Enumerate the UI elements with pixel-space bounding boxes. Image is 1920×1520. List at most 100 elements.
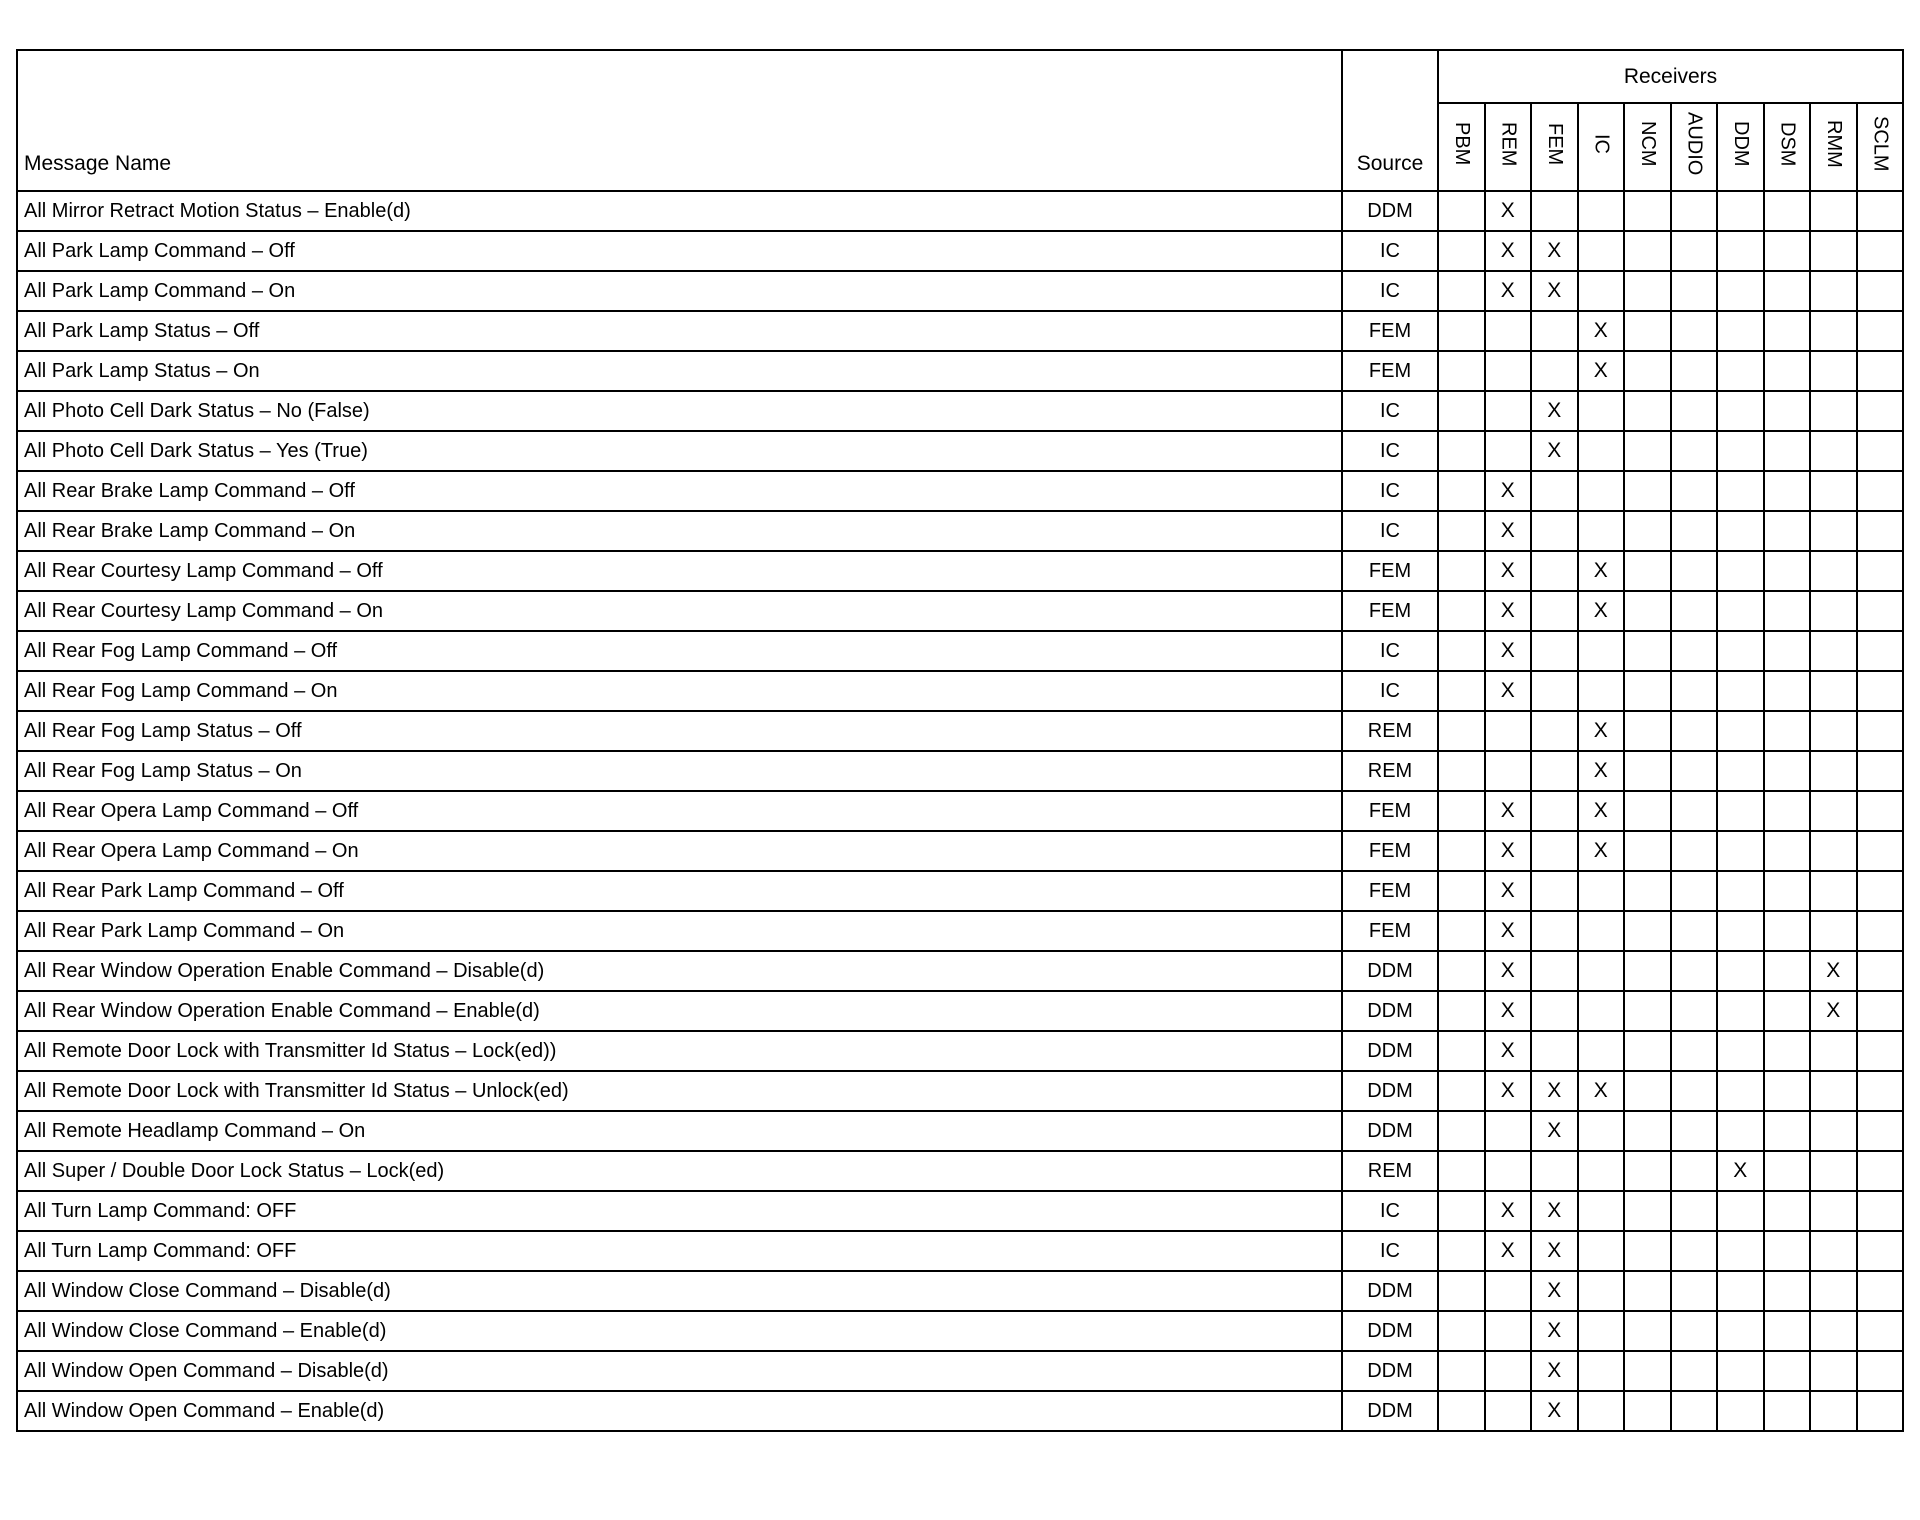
table-row: All Rear Park Lamp Command – On FEM X — [16, 910, 1904, 952]
receiver-cell-sclm — [1855, 310, 1904, 352]
receiver-cell-fem — [1530, 550, 1579, 592]
receiver-cell-ic — [1576, 1190, 1625, 1232]
receiver-cell-ddm — [1716, 470, 1765, 512]
receiver-cell-audio — [1669, 1110, 1718, 1152]
receiver-cell-audio — [1669, 1150, 1718, 1192]
message-name-cell: All Rear Window Operation Enable Command… — [16, 950, 1343, 992]
receiver-cell-sclm — [1855, 550, 1904, 592]
header-receiver-label: REM — [1497, 121, 1520, 167]
table-row: All Rear Brake Lamp Command – Off IC X — [16, 470, 1904, 512]
receiver-cell-audio — [1669, 1230, 1718, 1272]
table-body: All Mirror Retract Motion Status – Enabl… — [16, 190, 1904, 1432]
header-receiver-label: RMM — [1822, 120, 1845, 168]
header-receivers: Receivers — [1437, 49, 1904, 104]
table-row: All Rear Window Operation Enable Command… — [16, 950, 1904, 992]
header-receiver-ncm: NCM — [1623, 102, 1672, 192]
receiver-cell-dsm — [1762, 670, 1811, 712]
receiver-cell-ddm — [1716, 870, 1765, 912]
receiver-cell-ncm — [1623, 1350, 1672, 1392]
source-cell: FEM — [1341, 870, 1439, 912]
receiver-cell-ddm — [1716, 350, 1765, 392]
receiver-cell-ncm — [1623, 470, 1672, 512]
receiver-cell-dsm — [1762, 1270, 1811, 1312]
table-row: All Window Close Command – Enable(d) DDM X — [16, 1310, 1904, 1352]
source-cell: FEM — [1341, 350, 1439, 392]
receiver-cell-ncm — [1623, 950, 1672, 992]
receiver-cell-audio — [1669, 390, 1718, 432]
receiver-cell-ddm — [1716, 390, 1765, 432]
receiver-cell-ddm — [1716, 1190, 1765, 1232]
source-cell: IC — [1341, 630, 1439, 672]
source-cell: REM — [1341, 710, 1439, 752]
receiver-cell-rmm — [1809, 750, 1858, 792]
receiver-cell-audio — [1669, 1310, 1718, 1352]
receiver-cell-rem — [1483, 1390, 1532, 1432]
receiver-cell-dsm — [1762, 350, 1811, 392]
receiver-cell-ic — [1576, 870, 1625, 912]
header-row-top: Message Name Source Receivers — [16, 49, 1904, 192]
receiver-cell-pbm — [1437, 750, 1486, 792]
source-cell: DDM — [1341, 1030, 1439, 1072]
receiver-cell-pbm — [1437, 270, 1486, 312]
receiver-cell-rmm — [1809, 1190, 1858, 1232]
message-name-cell: All Turn Lamp Command: OFF — [16, 1230, 1343, 1272]
header-receiver-audio: AUDIO — [1669, 102, 1718, 192]
receiver-cell-audio — [1669, 950, 1718, 992]
message-name-cell: All Remote Headlamp Command – On — [16, 1110, 1343, 1152]
receiver-cell-fem — [1530, 470, 1579, 512]
receiver-cell-ddm — [1716, 1070, 1765, 1112]
receiver-cell-rem: X — [1483, 990, 1532, 1032]
receiver-cell-rmm — [1809, 1110, 1858, 1152]
receiver-cell-fem: X — [1530, 430, 1579, 472]
receiver-cell-audio — [1669, 470, 1718, 512]
receiver-cell-rmm — [1809, 790, 1858, 832]
receiver-cell-rem — [1483, 1110, 1532, 1152]
receiver-cell-rem: X — [1483, 190, 1532, 232]
table-row: All Rear Fog Lamp Command – On IC X — [16, 670, 1904, 712]
receiver-cell-dsm — [1762, 230, 1811, 272]
receiver-cell-ic: X — [1576, 310, 1625, 352]
receiver-cell-ddm — [1716, 190, 1765, 232]
source-cell: IC — [1341, 1230, 1439, 1272]
receiver-cell-audio — [1669, 1350, 1718, 1392]
header-receiver-label: NCM — [1636, 121, 1659, 167]
source-cell: IC — [1341, 1190, 1439, 1232]
receiver-cell-fem — [1530, 710, 1579, 752]
receiver-cell-rmm — [1809, 1390, 1858, 1432]
receiver-cell-fem — [1530, 310, 1579, 352]
header-receiver-sclm: SCLM — [1855, 102, 1904, 192]
receiver-cell-ncm — [1623, 550, 1672, 592]
receiver-cell-fem: X — [1530, 1190, 1579, 1232]
receiver-cell-pbm — [1437, 870, 1486, 912]
receiver-cell-rmm — [1809, 710, 1858, 752]
receiver-cell-ddm — [1716, 790, 1765, 832]
receiver-cell-rmm — [1809, 1310, 1858, 1352]
receiver-cell-pbm — [1437, 1350, 1486, 1392]
receiver-cell-pbm — [1437, 670, 1486, 712]
table-row: All Rear Opera Lamp Command – Off FEM X X — [16, 790, 1904, 832]
receiver-cell-sclm — [1855, 590, 1904, 632]
receiver-cell-ddm — [1716, 510, 1765, 552]
source-cell: DDM — [1341, 990, 1439, 1032]
receiver-cell-pbm — [1437, 350, 1486, 392]
receiver-cell-pbm — [1437, 550, 1486, 592]
receiver-cell-sclm — [1855, 950, 1904, 992]
receiver-cell-rem: X — [1483, 590, 1532, 632]
message-name-cell: All Turn Lamp Command: OFF — [16, 1190, 1343, 1232]
receiver-cell-dsm — [1762, 870, 1811, 912]
receiver-cell-rmm — [1809, 270, 1858, 312]
receiver-cell-ddm — [1716, 1310, 1765, 1352]
receiver-cell-dsm — [1762, 510, 1811, 552]
receiver-cell-rmm — [1809, 470, 1858, 512]
receiver-cell-dsm — [1762, 1110, 1811, 1152]
receiver-cell-ic — [1576, 1110, 1625, 1152]
table-row: All Rear Opera Lamp Command – On FEM X X — [16, 830, 1904, 872]
receiver-cell-audio — [1669, 830, 1718, 872]
receiver-cell-fem — [1530, 630, 1579, 672]
receiver-cell-rem: X — [1483, 790, 1532, 832]
receiver-cell-sclm — [1855, 470, 1904, 512]
receiver-cell-dsm — [1762, 1350, 1811, 1392]
receiver-cell-pbm — [1437, 950, 1486, 992]
receiver-cell-ic: X — [1576, 350, 1625, 392]
receiver-cell-pbm — [1437, 1110, 1486, 1152]
